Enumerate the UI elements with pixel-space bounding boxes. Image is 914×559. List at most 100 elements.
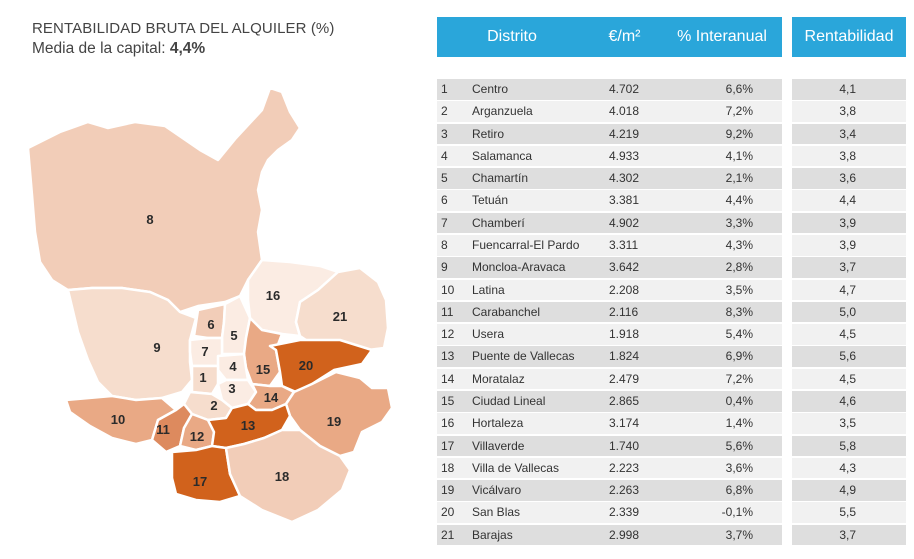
row-number: 14 [441,371,455,386]
rent-row: 3,4 [792,123,906,145]
row-interanual: 3,3% [725,215,753,230]
row-eur-m2: 4.933 [609,148,640,163]
table-row: 18 Villa de Vallecas 2.223 3,6% [437,457,782,479]
row-interanual: 0,4% [725,393,753,408]
row-eur-m2: 4.018 [609,104,640,119]
row-district-name: Barajas [472,527,513,542]
row-rentabilidad: 5,0 [839,304,856,319]
row-number: 9 [441,260,448,275]
map-label-17: 17 [193,474,207,489]
map-label-19: 19 [327,414,341,429]
rent-row: 4,6 [792,390,906,412]
table-row: 5 Chamartín 4.302 2,1% [437,168,782,189]
row-interanual: 4,1% [725,148,753,163]
rent-row: 3,9 [792,234,906,256]
map-label-2: 2 [210,398,217,413]
rentabilidad-column: 4,1 3,8 3,4 3,8 3,6 4,4 3,9 3,9 3,7 4,7 5,0 4,5 5,6 4… [792,79,906,547]
row-district-name: Arganzuela [472,104,533,119]
row-eur-m2: 2.865 [609,393,640,408]
rent-row: 3,9 [792,212,906,234]
table-row: 16 Hortaleza 3.174 1,4% [437,413,782,434]
table-row: 7 Chamberí 4.902 3,3% [437,212,782,234]
row-eur-m2: 4.302 [609,171,640,186]
row-district-name: Retiro [472,126,505,141]
table-row: 15 Ciudad Lineal 2.865 0,4% [437,390,782,412]
map-district-18[interactable] [224,428,352,524]
row-interanual: 1,4% [725,416,753,431]
header-eur-m2: €/m² [608,28,641,45]
chart-subtitle: Media de la capital: 4,4% [32,40,205,58]
table-row: 6 Tetuán 3.381 4,4% [437,190,782,211]
map-label-12: 12 [190,429,204,444]
row-number: 17 [441,438,455,453]
rent-row: 5,0 [792,301,906,323]
row-number: 4 [441,148,448,163]
table-row: 12 Usera 1.918 5,4% [437,324,782,345]
district-table: 1 Centro 4.702 6,6% 2 Arganzuela 4.018 7,2% 3 Ret… [437,79,782,547]
row-rentabilidad: 3,4 [839,126,856,141]
map-district-19[interactable] [284,370,394,458]
row-interanual: -0,1% [721,505,753,520]
rent-row: 3,6 [792,168,906,189]
map-label-8: 8 [146,212,153,227]
table-row: 19 Vicálvaro 2.263 6,8% [437,480,782,501]
rent-row: 5,6 [792,346,906,367]
row-rentabilidad: 3,7 [839,260,856,275]
map-label-13: 13 [241,418,255,433]
row-interanual: 3,5% [725,282,753,297]
table-row: 20 San Blas 2.339 -0,1% [437,502,782,523]
row-number: 7 [441,215,448,230]
row-number: 10 [441,282,455,297]
row-interanual: 6,9% [725,349,753,364]
row-interanual: 5,6% [725,438,753,453]
row-district-name: Ciudad Lineal [472,393,546,408]
row-eur-m2: 4.702 [609,82,640,96]
rent-row: 5,8 [792,435,906,457]
map-label-7: 7 [201,344,208,359]
map-district-20[interactable] [268,338,374,394]
subtitle-prefix: Media de la capital: [32,40,170,57]
row-number: 19 [441,483,455,498]
row-district-name: Usera [472,327,505,342]
row-eur-m2: 1.918 [609,327,640,342]
row-interanual: 4,4% [725,193,753,208]
header-distrito: Distrito [487,28,537,45]
row-district-name: Puente de Vallecas [472,349,575,364]
row-rentabilidad: 4,4 [839,193,856,208]
row-eur-m2: 4.902 [609,215,640,230]
row-district-name: Vicálvaro [472,483,522,498]
row-number: 13 [441,349,455,364]
row-rentabilidad: 3,5 [839,416,856,431]
row-interanual: 2,8% [725,260,753,275]
map-label-9: 9 [153,340,160,355]
row-eur-m2: 2.223 [609,460,640,475]
map-label-11: 11 [156,422,170,437]
chart-title: RENTABILIDAD BRUTA DEL ALQUILER (%) [32,20,335,37]
row-number: 20 [441,505,455,520]
map-label-4: 4 [229,359,237,374]
rent-row: 3,8 [792,145,906,167]
map-label-14: 14 [264,390,279,405]
rent-row: 3,8 [792,101,906,122]
row-rentabilidad: 4,6 [839,393,856,408]
rent-row: 4,9 [792,480,906,501]
table-header: Distrito €/m² % Interanual [437,17,782,57]
rent-row: 5,5 [792,502,906,523]
row-number: 8 [441,237,448,252]
row-interanual: 6,8% [725,483,753,498]
subtitle-value: 4,4% [169,40,206,57]
map-label-21: 21 [333,309,347,324]
map-label-20: 20 [299,358,313,373]
row-eur-m2: 2.116 [609,304,639,319]
map-label-15: 15 [256,362,270,377]
row-rentabilidad: 4,5 [839,371,856,386]
row-interanual: 5,4% [725,327,753,342]
table-row: 21 Barajas 2.998 3,7% [437,524,782,546]
row-interanual: 8,3% [725,304,753,319]
row-number: 1 [441,82,448,96]
table-row: 3 Retiro 4.219 9,2% [437,123,782,145]
row-district-name: Hortaleza [472,416,524,431]
table-row: 2 Arganzuela 4.018 7,2% [437,101,782,122]
table-row: 14 Moratalaz 2.479 7,2% [437,368,782,390]
row-eur-m2: 3.381 [609,193,640,208]
